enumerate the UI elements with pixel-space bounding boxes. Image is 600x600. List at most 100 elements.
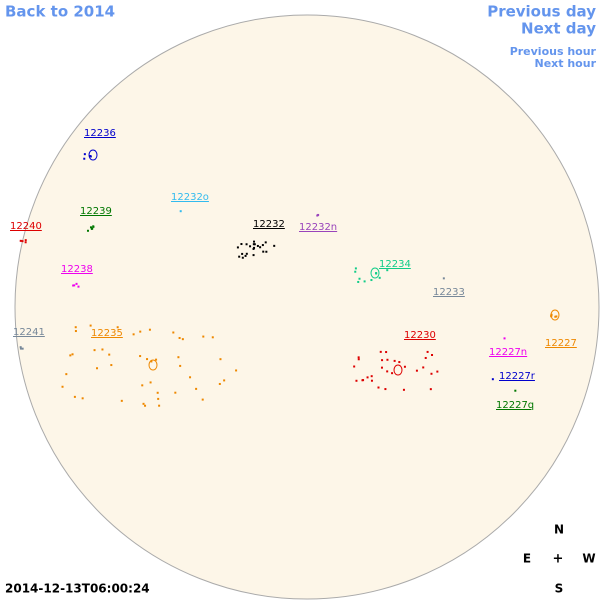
sunspot [370, 279, 373, 282]
sunspot [357, 358, 360, 361]
sunspot [253, 240, 256, 243]
region-label[interactable]: 12232n [299, 222, 337, 233]
sunspot [158, 404, 161, 407]
sunspot [132, 333, 135, 336]
sunspot [253, 243, 256, 246]
sunspot [141, 384, 144, 387]
sunspot [380, 366, 383, 369]
sunspot [378, 276, 381, 279]
region-label[interactable]: 12240 [10, 221, 42, 232]
sunspot [244, 254, 247, 257]
sunspot [355, 379, 358, 382]
sunspot [61, 385, 64, 388]
sunspot [353, 365, 356, 368]
sunspot [73, 395, 76, 398]
region-label[interactable]: 12230 [404, 330, 436, 341]
sunspot [491, 378, 494, 381]
sunspot [139, 330, 142, 333]
sunspot [377, 386, 380, 389]
sunspot [554, 315, 557, 318]
region-label[interactable]: 12227q [496, 400, 534, 411]
sunspot [363, 280, 366, 283]
sunspot [252, 243, 255, 246]
sunspot [92, 225, 95, 228]
sunspot [259, 246, 262, 249]
sunspot [24, 241, 27, 244]
sunspot [358, 277, 361, 280]
compass-center: + [553, 552, 564, 567]
sunspot [429, 388, 432, 391]
sunspot [155, 358, 158, 361]
previous-hour-link[interactable]: Previous hour [510, 45, 597, 58]
sunspot [386, 269, 389, 272]
sunspot [96, 367, 99, 370]
sunspot [357, 356, 360, 359]
region-label[interactable]: 12238 [61, 264, 93, 275]
region-label[interactable]: 12239 [80, 206, 112, 217]
sunspot [379, 350, 382, 353]
sunspot [24, 239, 27, 242]
region-label[interactable]: 12227n [489, 347, 527, 358]
back-link[interactable]: Back to 2014 [5, 3, 115, 21]
compass-e: E [523, 552, 531, 566]
sunspot [241, 252, 244, 255]
sunspot [424, 356, 427, 359]
sunspot [69, 354, 72, 357]
sunspot [354, 267, 357, 270]
sunspot [201, 398, 204, 401]
sunspot [256, 244, 259, 247]
sunspot-contour [550, 309, 560, 321]
region-label[interactable]: 12227 [545, 338, 577, 349]
sunspot [503, 337, 506, 340]
previous-day-link[interactable]: Previous day [487, 3, 596, 21]
region-label[interactable]: 12227r [499, 371, 536, 382]
sunspot [430, 372, 433, 375]
sunspot [415, 369, 418, 372]
sunspot [108, 353, 111, 356]
sunspot [195, 387, 198, 390]
sunspot [139, 355, 142, 358]
region-label[interactable]: 12234 [379, 259, 411, 270]
sunspot [253, 246, 256, 249]
sunspot [73, 284, 76, 287]
region-label[interactable]: 12236 [84, 128, 116, 139]
sunspot [366, 376, 369, 379]
sunspot [375, 272, 378, 275]
sunspot [19, 346, 22, 349]
sunspot [236, 246, 239, 249]
sunspot [81, 397, 84, 400]
next-day-link[interactable]: Next day [521, 20, 596, 38]
solar-disk [14, 14, 600, 600]
sunspot [142, 402, 145, 405]
sunspot [398, 361, 401, 364]
region-label[interactable]: 12232o [171, 192, 209, 203]
sunspot [83, 153, 86, 156]
sunspot [354, 270, 357, 273]
sunspot [391, 372, 394, 375]
sunspot [426, 350, 429, 353]
next-hour-link[interactable]: Next hour [535, 57, 597, 70]
sunspot [555, 315, 558, 318]
region-label[interactable]: 12232 [253, 219, 285, 230]
sunspot [357, 280, 360, 283]
sunspot [21, 347, 24, 350]
sunspot [148, 328, 151, 331]
sunspot [431, 353, 434, 356]
sunspot [179, 210, 182, 213]
compass-n: N [554, 523, 564, 537]
sunspot [370, 375, 373, 378]
sunspot [261, 244, 264, 247]
region-label[interactable]: 12241 [13, 327, 45, 338]
sunspot [235, 369, 238, 372]
region-label[interactable]: 12233 [433, 287, 465, 298]
sunspot [72, 284, 75, 287]
sunspot [362, 379, 365, 382]
sunspot [110, 364, 113, 367]
sunspot-contour [393, 364, 403, 376]
sunspot [262, 250, 265, 253]
sunspot [89, 155, 92, 158]
sunspot [21, 240, 24, 243]
sunspot [264, 241, 267, 244]
region-label[interactable]: 12235 [91, 328, 123, 339]
